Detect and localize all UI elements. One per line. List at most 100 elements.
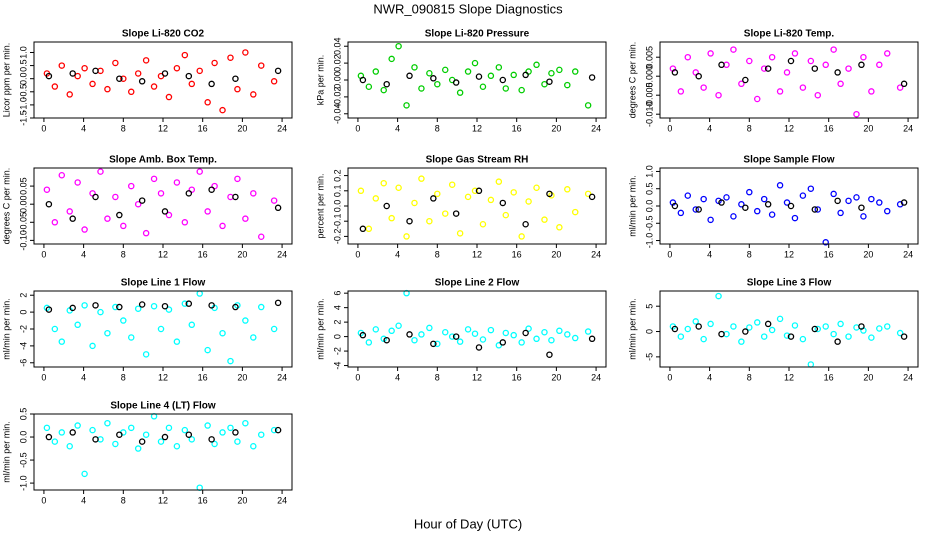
data-point	[173, 179, 181, 186]
data-point	[227, 54, 234, 61]
y-tick-label: 0.5	[18, 59, 28, 72]
data-point	[876, 61, 883, 69]
data-point	[270, 426, 278, 434]
data-point	[104, 215, 111, 222]
data-point	[157, 325, 165, 333]
data-point	[858, 323, 865, 330]
data-point	[452, 333, 460, 340]
x-tick-label: 12	[158, 249, 168, 259]
x-tick-label: 0	[355, 123, 360, 133]
data-point	[783, 332, 791, 339]
y-tick-label: -0.05	[18, 212, 28, 233]
data-point	[475, 344, 483, 351]
data-point	[753, 207, 761, 215]
figure-title: NWR_090815 Slope Diagnostics	[373, 1, 563, 16]
data-point	[807, 361, 815, 368]
y-tick-label: 0.0	[644, 200, 654, 213]
data-point	[92, 436, 99, 443]
x-tick-label: 16	[198, 372, 208, 382]
data-point	[219, 329, 226, 337]
data-point	[464, 326, 472, 333]
data-point	[250, 334, 257, 341]
data-point	[357, 187, 365, 195]
y-axis-label: ml/min per min.	[627, 298, 637, 360]
data-point	[270, 78, 278, 85]
data-point	[671, 69, 679, 76]
data-point	[74, 321, 81, 329]
x-tick-label: 0	[41, 495, 46, 505]
data-point	[45, 306, 53, 313]
data-point	[242, 215, 249, 222]
panel-title: Slope Li-820 Pressure	[425, 29, 530, 40]
data-point	[196, 67, 203, 75]
data-point	[112, 193, 119, 201]
x-tick-label: 24	[277, 372, 287, 382]
data-point	[211, 440, 218, 448]
y-tick-label: -5	[644, 353, 654, 361]
y-tick-label: -1.0	[18, 475, 28, 491]
data-point	[165, 306, 173, 313]
data-point	[227, 357, 234, 365]
data-point	[684, 192, 692, 199]
data-point	[242, 49, 249, 56]
x-tick-label: 24	[277, 249, 287, 259]
data-point	[127, 182, 135, 190]
data-point	[134, 445, 142, 452]
y-tick-label: -2	[18, 325, 28, 333]
data-point	[120, 75, 127, 82]
y-tick-label: 0.000	[644, 65, 654, 88]
data-point	[104, 85, 111, 93]
data-point	[116, 431, 123, 438]
data-point	[74, 179, 81, 186]
data-point	[556, 66, 563, 74]
y-axis-label: degrees C per min.	[1, 168, 11, 245]
y-tick-label: -4	[332, 362, 342, 370]
data-point	[448, 333, 456, 340]
data-point	[584, 328, 592, 335]
data-point	[161, 70, 169, 77]
data-point	[571, 68, 579, 75]
data-point	[157, 438, 165, 445]
y-tick-label: 2	[18, 293, 28, 298]
x-tick-label: 0	[41, 372, 46, 382]
data-point	[120, 222, 127, 230]
data-point	[896, 84, 904, 91]
plot-frame	[33, 413, 293, 491]
data-point	[730, 46, 737, 53]
data-point	[518, 86, 525, 94]
data-point	[411, 64, 418, 71]
data-point	[671, 202, 679, 210]
data-point	[274, 299, 282, 307]
data-point	[764, 65, 772, 72]
x-tick-label: 4	[81, 123, 86, 133]
x-tick-label: 12	[784, 372, 794, 382]
y-tick-label: -0.5	[644, 216, 654, 232]
data-point	[738, 80, 745, 88]
data-point	[58, 429, 66, 436]
y-tick-label: -6	[18, 359, 28, 367]
data-point	[92, 302, 99, 309]
data-point	[430, 195, 437, 202]
data-point	[811, 65, 819, 72]
y-axis-label: ml/min per min.	[627, 175, 637, 237]
data-point	[588, 74, 596, 81]
y-tick-label: 0.5	[644, 182, 654, 195]
data-point	[274, 204, 282, 212]
data-point	[161, 208, 169, 215]
y-tick-label: -4	[18, 342, 28, 350]
data-point	[556, 327, 563, 335]
data-point	[104, 419, 111, 427]
data-point	[395, 322, 402, 329]
data-point	[718, 199, 725, 206]
y-tick-label: 1.0	[644, 165, 654, 178]
data-point	[814, 206, 822, 213]
y-tick-label: 0.1	[332, 185, 342, 198]
data-point	[81, 470, 88, 478]
data-point	[499, 76, 507, 84]
x-tick-label: 12	[472, 372, 482, 382]
data-point	[411, 336, 418, 344]
data-point	[196, 168, 203, 175]
data-point	[92, 193, 99, 201]
y-axis-label: Licor ppm per min.	[1, 43, 11, 118]
